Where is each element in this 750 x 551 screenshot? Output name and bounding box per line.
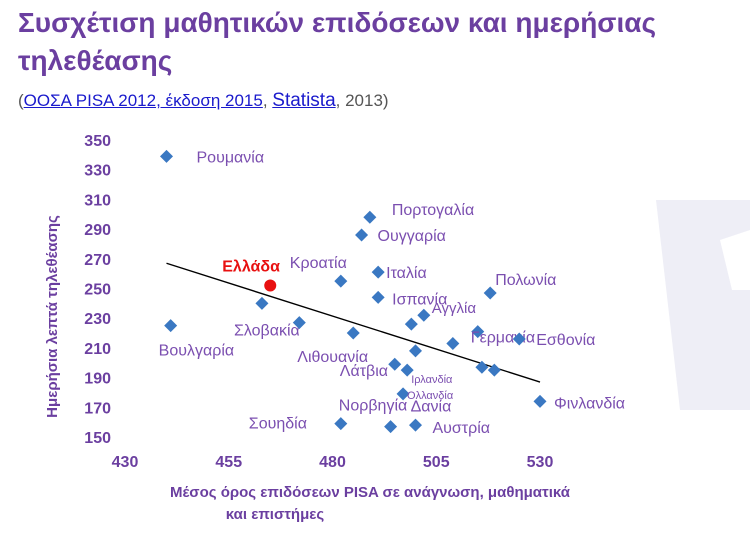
data-point bbox=[446, 336, 460, 350]
y-tick-label: 290 bbox=[84, 222, 111, 239]
data-point bbox=[160, 149, 173, 163]
source-link-oecd[interactable]: ΟΟΣΑ PISA 2012, έκδοση 2015 bbox=[23, 91, 263, 110]
x-tick-label: 480 bbox=[319, 454, 346, 471]
source-separator: , bbox=[262, 91, 273, 110]
point-label: Αγγλία bbox=[432, 300, 477, 317]
data-point bbox=[409, 344, 422, 358]
point-label: Κροατία bbox=[290, 255, 347, 272]
y-tick-label: 330 bbox=[84, 163, 111, 180]
data-point bbox=[355, 228, 369, 242]
point-label: Βουλγαρία bbox=[159, 343, 234, 360]
point-label: Φινλανδία bbox=[554, 395, 625, 412]
x-tick-label: 430 bbox=[112, 454, 139, 471]
x-tick-label: 455 bbox=[215, 454, 242, 471]
source-open: ( bbox=[18, 91, 24, 110]
point-label: Ουγγαρία bbox=[378, 228, 446, 245]
data-point bbox=[371, 265, 385, 279]
y-tick-label: 250 bbox=[84, 282, 111, 299]
point-label: Νορβηγία bbox=[339, 398, 407, 415]
data-point bbox=[384, 420, 398, 434]
point-label: Σλοβακία bbox=[234, 322, 300, 339]
point-label: Λάτβια bbox=[340, 363, 388, 380]
data-point bbox=[400, 363, 414, 377]
point-label: Σουηδία bbox=[249, 416, 307, 433]
page-title: Συσχέτιση μαθητικών επιδόσεων και ημερήσ… bbox=[18, 7, 657, 76]
point-label: Ιρλανδία bbox=[411, 374, 453, 386]
y-tick-label: 170 bbox=[84, 400, 111, 417]
data-point bbox=[388, 357, 402, 371]
decorative-shape bbox=[656, 200, 750, 410]
data-point bbox=[533, 394, 547, 408]
y-tick-label: 190 bbox=[84, 371, 111, 388]
data-point bbox=[255, 296, 269, 310]
data-point bbox=[417, 308, 431, 322]
point-label: Αυστρία bbox=[433, 420, 491, 437]
y-axis-label: Ημερήσια λεπτά τηλεθέασης bbox=[44, 215, 61, 418]
data-point bbox=[164, 319, 178, 333]
data-point bbox=[334, 417, 348, 431]
source-citation: (ΟΟΣΑ PISA 2012, έκδοση 2015, Statista, … bbox=[18, 90, 389, 112]
point-greece bbox=[264, 279, 277, 292]
data-point bbox=[334, 274, 348, 288]
point-label: Λιθουανία bbox=[297, 349, 368, 366]
y-tick-label: 310 bbox=[84, 192, 111, 209]
point-label: Πορτογαλία bbox=[392, 202, 474, 219]
data-point bbox=[363, 210, 377, 224]
x-tick-label: 530 bbox=[527, 454, 554, 471]
source-link-statista[interactable]: Statista bbox=[272, 90, 336, 111]
source-tail: , 2013) bbox=[335, 91, 389, 110]
data-point bbox=[409, 418, 422, 432]
point-label: Γερμανία bbox=[471, 330, 535, 347]
x-tick-label: 505 bbox=[423, 454, 450, 471]
y-tick-label: 210 bbox=[84, 341, 111, 358]
data-point bbox=[475, 360, 489, 374]
y-tick-label: 350 bbox=[84, 133, 111, 150]
x-axis-label: Μέσος όρος επιδόσεων PISA σε ανάγνωση, μ… bbox=[170, 484, 571, 523]
point-label: Ρουμανία bbox=[197, 149, 265, 166]
point-label: Εσθονία bbox=[536, 332, 595, 349]
point-label: Ισπανία bbox=[392, 291, 447, 308]
data-point bbox=[346, 326, 360, 340]
scatter-chart: 150 170 190 210 230 250 270 290 310 330 350 430 455 4… bbox=[44, 133, 625, 523]
point-label: Ολλανδία bbox=[407, 390, 454, 402]
label-greece: Ελλάδα bbox=[222, 259, 280, 276]
point-label: Ιταλία bbox=[386, 265, 427, 282]
data-point bbox=[471, 325, 485, 339]
point-label: Πολωνία bbox=[495, 272, 556, 289]
trend-line bbox=[166, 262, 541, 383]
data-point bbox=[404, 317, 418, 331]
data-point bbox=[512, 332, 526, 346]
point-label: Δανία bbox=[411, 399, 452, 416]
data-point bbox=[487, 363, 501, 377]
y-tick-label: 270 bbox=[84, 252, 111, 269]
data-point bbox=[292, 316, 306, 330]
data-point bbox=[396, 387, 410, 401]
data-point bbox=[371, 290, 385, 304]
y-tick-label: 230 bbox=[84, 311, 111, 328]
data-point bbox=[483, 286, 497, 300]
y-tick-label: 150 bbox=[84, 430, 111, 447]
